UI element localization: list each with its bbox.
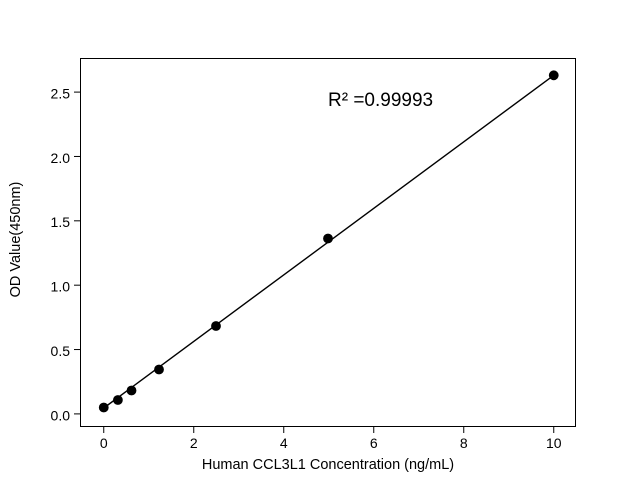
svg-text:0.0: 0.0 — [51, 407, 71, 423]
svg-text:1.0: 1.0 — [51, 279, 71, 295]
svg-text:R² =0.99993: R² =0.99993 — [328, 90, 433, 111]
svg-text:2: 2 — [190, 435, 198, 451]
svg-text:Human CCL3L1 Concentration (ng: Human CCL3L1 Concentration (ng/mL) — [202, 457, 454, 473]
svg-text:4: 4 — [280, 435, 288, 451]
svg-text:8: 8 — [460, 435, 468, 451]
svg-text:0: 0 — [100, 435, 108, 451]
svg-text:OD Value(450nm): OD Value(450nm) — [8, 182, 24, 298]
svg-text:1.5: 1.5 — [51, 214, 71, 230]
svg-text:2.5: 2.5 — [51, 86, 71, 102]
svg-text:2.0: 2.0 — [51, 150, 71, 166]
svg-text:6: 6 — [370, 435, 378, 451]
svg-text:10: 10 — [546, 435, 562, 451]
svg-text:0.5: 0.5 — [51, 343, 71, 359]
